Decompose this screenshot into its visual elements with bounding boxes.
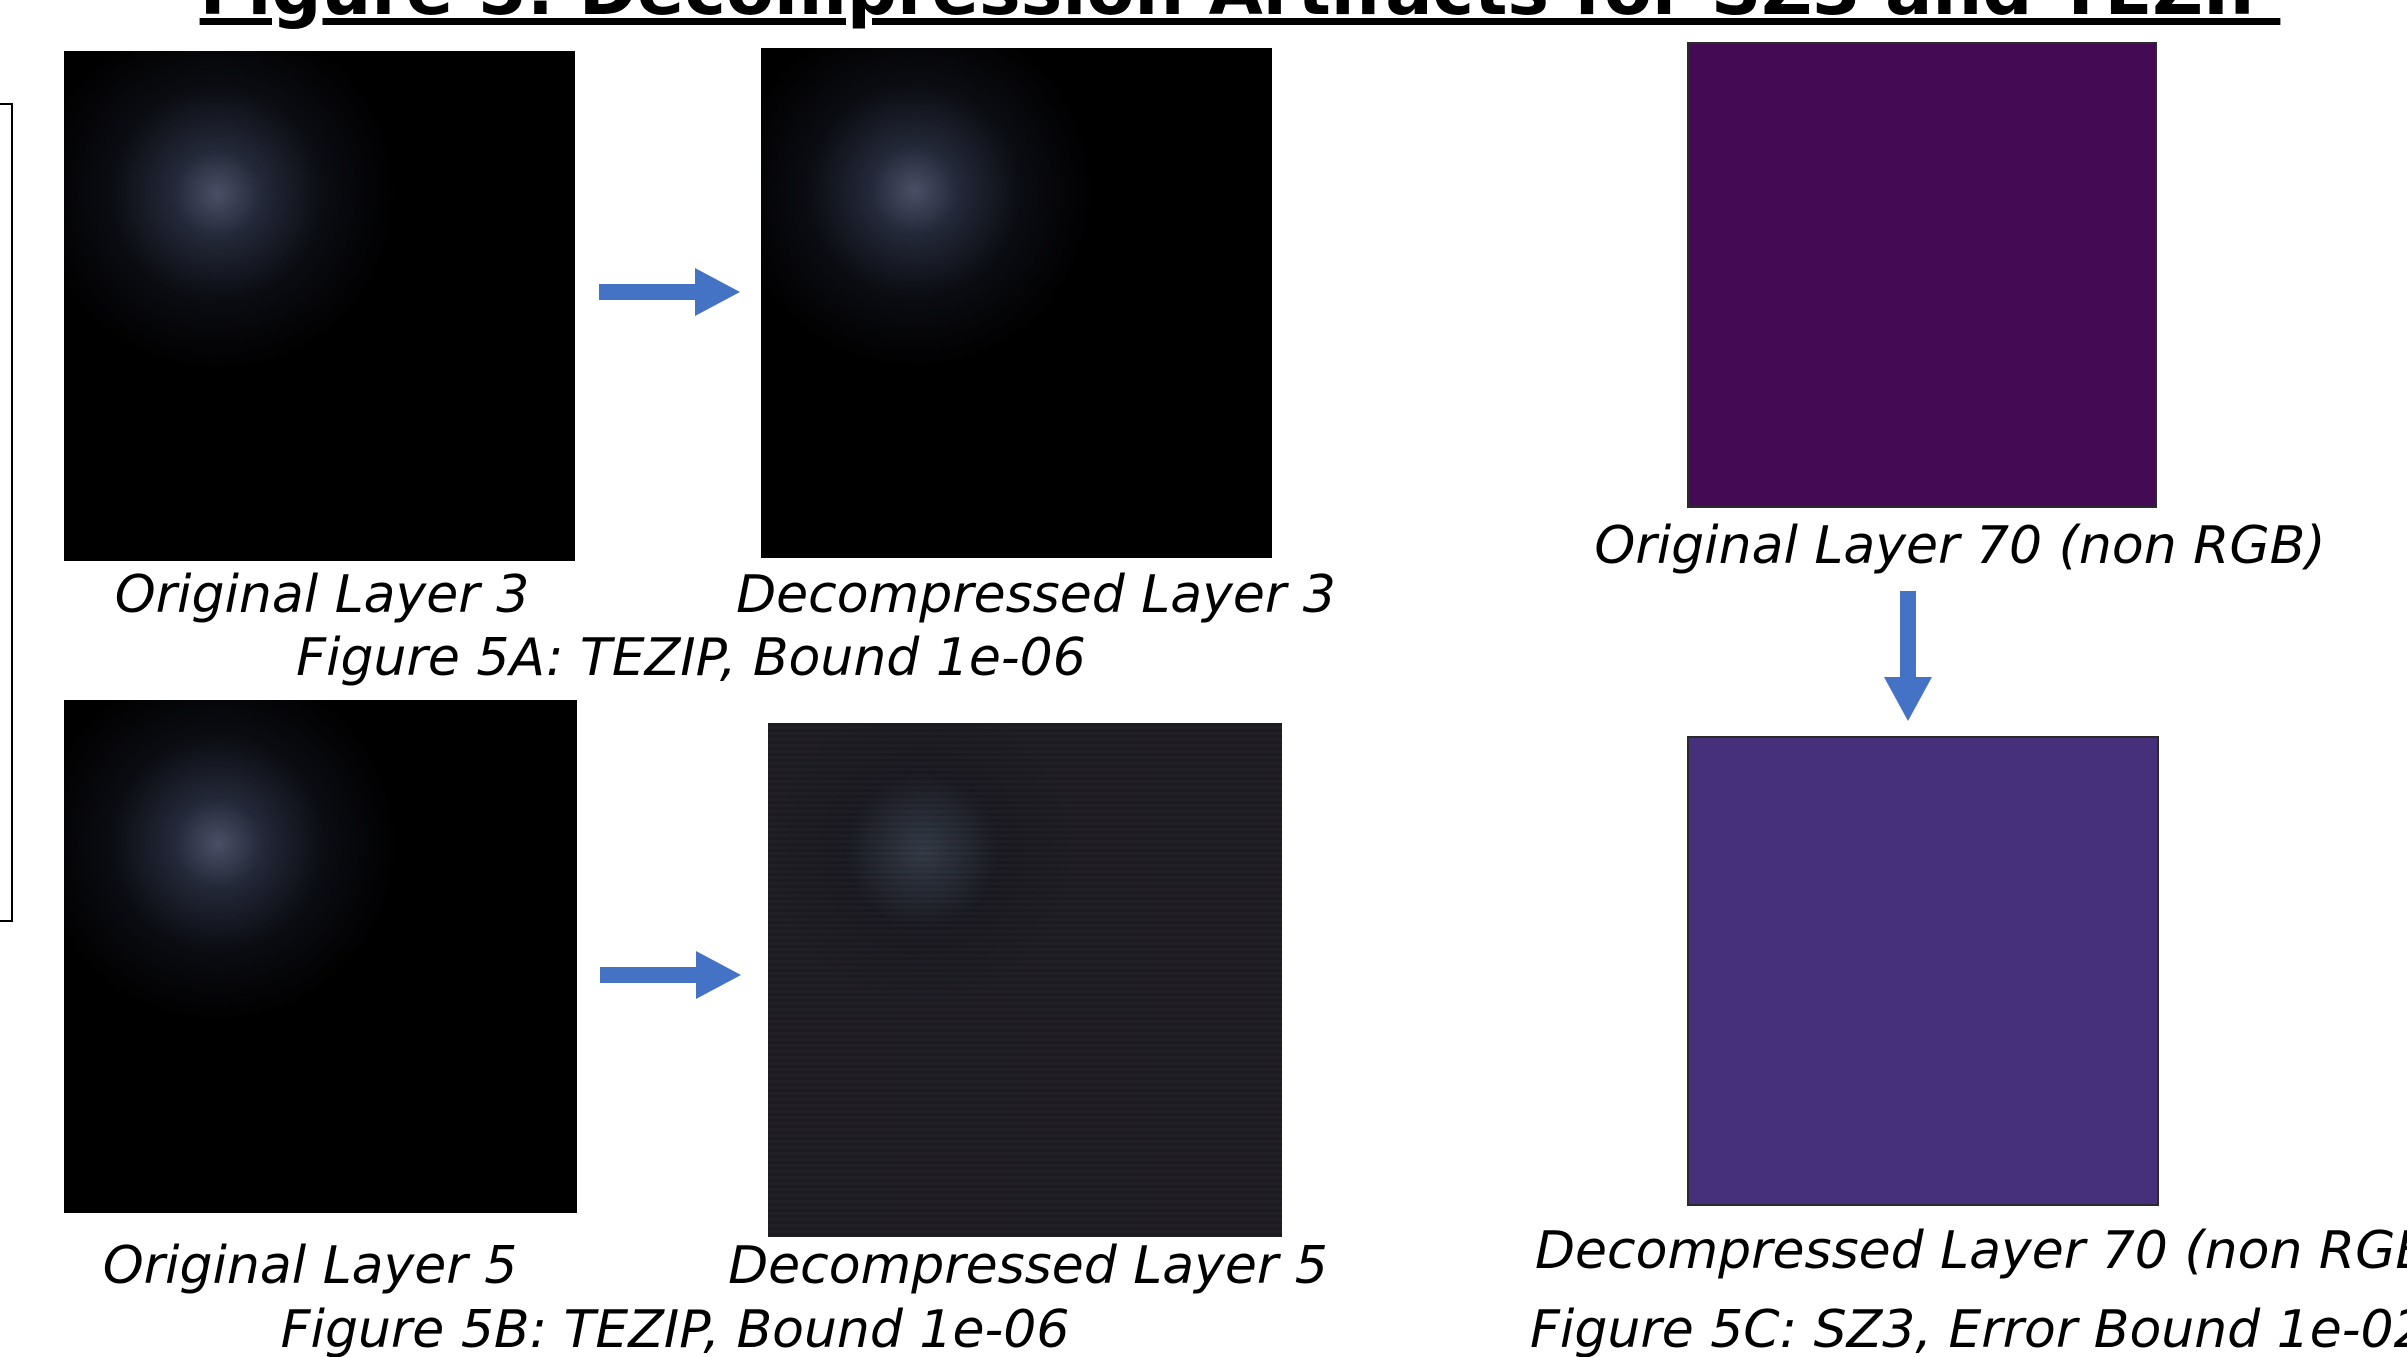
image [761,48,1272,558]
frame [0,104,12,921]
image [1688,43,2156,507]
image-label: Original Layer 3 [115,565,530,625]
image [1688,737,2158,1205]
image-label: Decompressed Layer 3 [736,565,1336,625]
panel-caption: Figure 5B: TEZIP, Bound 1e-06 [281,1300,1070,1357]
image-label: Original Layer 70 (non RGB) [1594,516,2325,576]
figure-title: Figure 5: Decompression Artifacts for SZ… [200,0,2281,31]
image-label: Original Layer 5 [103,1236,518,1296]
page: Figure 5: Decompression Artifacts for SZ… [0,0,2407,1357]
arrow [600,951,741,999]
panel-caption: Figure 5C: SZ3, Error Bound 1e-02 [1530,1300,2407,1357]
image-label: Decompressed Layer 70 (non RGB) [1535,1221,2407,1281]
panel-caption: Figure 5A: TEZIP, Bound 1e-06 [296,628,1086,688]
image [64,700,577,1213]
arrow [1884,591,1932,721]
image-label: Decompressed Layer 5 [728,1236,1328,1296]
arrow [599,268,740,316]
image [64,51,575,561]
image-overlay [768,723,1282,1237]
figure: Figure 5: Decompression Artifacts for SZ… [0,0,2407,1357]
